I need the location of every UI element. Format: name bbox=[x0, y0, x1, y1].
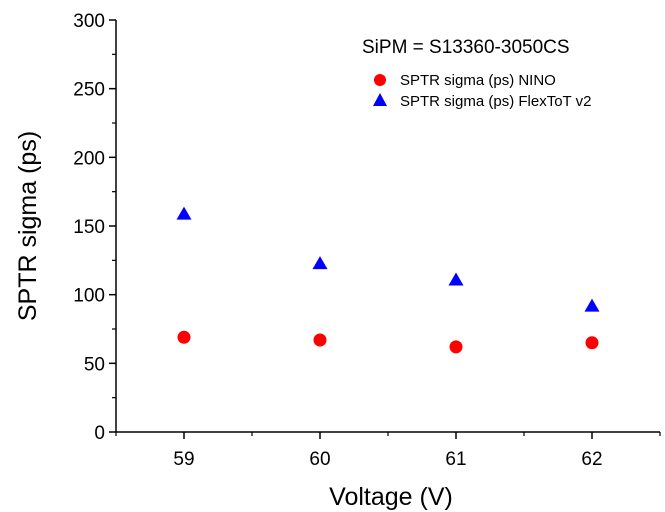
legend: SPTR sigma (ps) NINO SPTR sigma (ps) Fle… bbox=[373, 72, 591, 110]
data-point-flextot bbox=[176, 206, 192, 220]
chart-annotation: SiPM = S13360-3050CS bbox=[362, 37, 570, 58]
x-tick-label: 61 bbox=[445, 449, 466, 470]
y-tick-label: 0 bbox=[94, 423, 105, 444]
y-tick-label: 300 bbox=[73, 11, 105, 32]
y-axis-title: SPTR sigma (ps) bbox=[14, 131, 42, 321]
y-tick-label: 250 bbox=[73, 80, 105, 101]
y-tick-label: 100 bbox=[73, 286, 105, 307]
legend-label-flextot: SPTR sigma (ps) FlexToT v2 bbox=[400, 93, 591, 110]
data-point-flextot bbox=[448, 272, 464, 286]
data-point-nino bbox=[449, 340, 463, 354]
y-tick-label: 50 bbox=[84, 354, 105, 375]
data-point-nino bbox=[585, 336, 599, 350]
legend-marker-flextot bbox=[373, 93, 387, 106]
data-point-nino bbox=[313, 333, 327, 347]
plot-area: 0 50 100 150 200 250 300 59 60 61 62 bbox=[73, 11, 661, 470]
legend-marker-nino bbox=[374, 74, 386, 86]
x-axis-title: Voltage (V) bbox=[329, 483, 453, 511]
data-point-nino bbox=[177, 330, 191, 344]
y-tick-label: 150 bbox=[73, 217, 105, 238]
y-tick-label: 200 bbox=[73, 148, 105, 169]
data-point-flextot bbox=[312, 256, 328, 270]
x-tick-label: 59 bbox=[173, 449, 194, 470]
legend-label-nino: SPTR sigma (ps) NINO bbox=[400, 72, 556, 89]
x-tick-label: 62 bbox=[581, 449, 602, 470]
x-tick-label: 60 bbox=[309, 449, 330, 470]
data-point-flextot bbox=[584, 298, 600, 312]
